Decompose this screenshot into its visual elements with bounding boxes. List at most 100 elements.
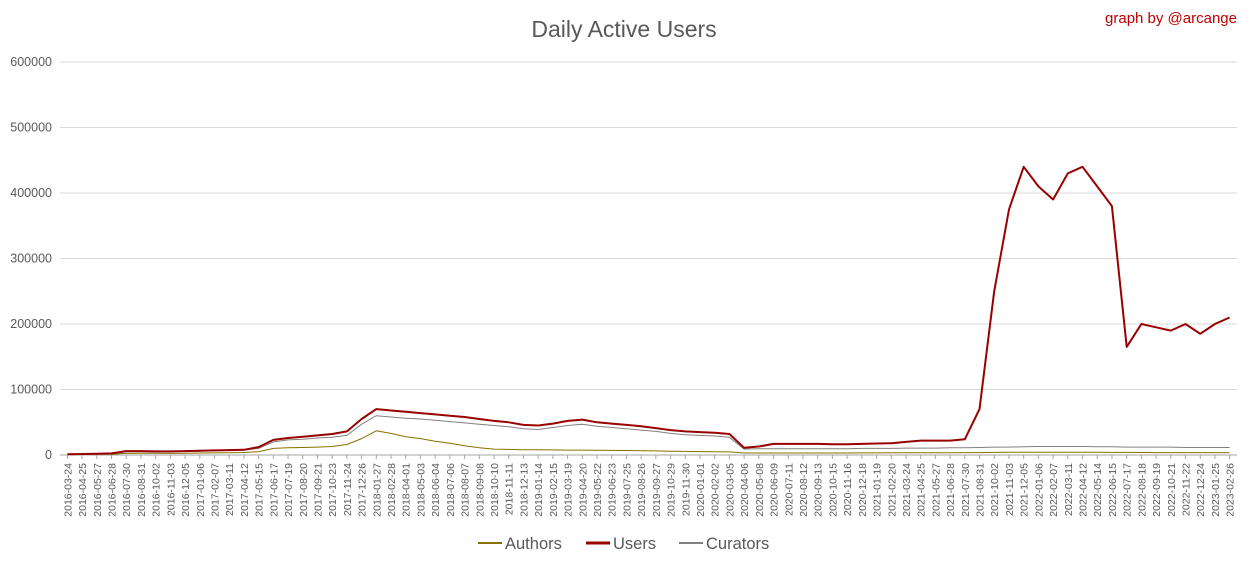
x-tick-label: 2017-08-20 <box>298 463 310 517</box>
gridlines <box>60 61 1237 390</box>
series-lines <box>67 165 1231 456</box>
x-tick-label: 2022-09-19 <box>1151 463 1163 517</box>
x-tick-label: 2017-03-11 <box>224 463 236 516</box>
x-tick-label: 2018-07-06 <box>445 463 457 517</box>
x-tick-label: 2017-02-07 <box>209 463 221 517</box>
x-tick-label: 2022-05-14 <box>1092 463 1104 517</box>
x-axis: 2016-03-24 2016-04-25 2016-05-27 2016-06-28… <box>60 454 1237 517</box>
x-tick-label: 2021-01-19 <box>872 463 884 517</box>
x-tick-label: 2022-11-22 <box>1181 463 1193 516</box>
y-tick-label: 0 <box>45 448 52 462</box>
x-tick-label: 2020-05-08 <box>754 463 766 517</box>
x-tick-label: 2016-10-02 <box>151 463 163 517</box>
x-tick-label: 2020-03-05 <box>724 463 736 517</box>
x-tick-label: 2016-08-31 <box>136 463 148 517</box>
y-axis: 0 100000 200000 300000 400000 500000 600000 <box>10 55 52 462</box>
x-tick-label: 2017-10-23 <box>327 463 339 517</box>
graph-credit: graph by @arcange <box>1105 10 1237 27</box>
x-tick-label: 2021-07-30 <box>960 463 972 517</box>
x-tick-label: 2022-02-07 <box>1048 463 1060 517</box>
series-line-curators <box>67 415 1230 455</box>
x-tick-label: 2017-06-17 <box>268 463 280 517</box>
x-tick-label: 2017-01-06 <box>195 463 207 517</box>
x-tick-label: 2022-10-21 <box>1166 463 1178 517</box>
y-tick-label: 100000 <box>10 383 52 397</box>
y-tick-label: 400000 <box>10 186 52 200</box>
x-tick-label: 2019-05-22 <box>592 463 604 517</box>
x-tick-label: 2016-06-28 <box>106 463 118 517</box>
x-tick-label: 2019-10-29 <box>666 463 678 517</box>
x-tick-label: 2019-11-30 <box>680 463 692 516</box>
x-tick-label: 2022-08-18 <box>1136 463 1148 517</box>
x-tick-label: 2020-12-18 <box>857 463 869 517</box>
x-tick-label: 2018-04-01 <box>401 463 413 517</box>
x-tick-label: 2018-12-13 <box>518 463 530 517</box>
x-tick-label: 2022-12-24 <box>1195 463 1207 517</box>
x-tick-label: 2021-03-24 <box>901 463 913 517</box>
chart-title: Daily Active Users <box>531 16 716 42</box>
x-tick-label: 2017-12-26 <box>357 463 369 517</box>
x-tick-label: 2018-08-07 <box>460 463 472 517</box>
x-tick-label: 2019-03-19 <box>563 463 575 517</box>
x-tick-label: 2016-12-05 <box>180 463 192 517</box>
series-line-users <box>67 165 1231 456</box>
x-tick-label: 2019-04-20 <box>577 463 589 517</box>
x-tick-label: 2019-08-26 <box>636 463 648 517</box>
series-line-authors <box>67 430 1230 456</box>
x-tick-label: 2021-12-05 <box>1019 463 1031 517</box>
legend-label-users: Users <box>613 535 656 553</box>
legend-label-authors: Authors <box>505 535 562 553</box>
x-tick-label: 2019-02-15 <box>548 463 560 517</box>
x-tick-label: 2020-10-15 <box>827 463 839 517</box>
x-tick-label: 2023-01-25 <box>1210 463 1222 517</box>
x-tick-label: 2019-06-23 <box>607 463 619 517</box>
y-tick-label: 600000 <box>10 55 52 69</box>
x-tick-label: 2016-05-27 <box>92 463 104 517</box>
y-tick-label: 200000 <box>10 317 52 331</box>
x-tick-label: 2017-09-21 <box>312 463 324 517</box>
x-tick-label: 2020-08-12 <box>798 463 810 517</box>
legend-label-curators: Curators <box>706 535 769 553</box>
x-tick-label: 2022-03-11 <box>1063 463 1075 516</box>
x-tick-label: 2022-06-15 <box>1107 463 1119 517</box>
x-tick-label: 2021-11-03 <box>1004 463 1016 516</box>
x-tick-label: 2017-04-12 <box>239 463 251 517</box>
x-tick-label: 2016-04-25 <box>77 463 89 517</box>
x-tick-label: 2018-02-28 <box>386 463 398 517</box>
x-tick-label: 2017-11-24 <box>342 463 354 516</box>
x-tick-label: 2017-05-15 <box>254 463 266 517</box>
x-tick-label: 2019-07-25 <box>621 463 633 517</box>
x-tick-label: 2022-07-17 <box>1122 463 1134 517</box>
x-tick-label: 2016-07-30 <box>121 463 133 517</box>
x-tick-label: 2018-09-08 <box>474 463 486 517</box>
x-tick-label: 2018-06-04 <box>430 463 442 517</box>
x-tick-label: 2016-03-24 <box>62 463 74 517</box>
legend: Authors Users Curators <box>478 535 769 553</box>
x-tick-label: 2022-01-06 <box>1033 463 1045 517</box>
x-tick-label: 2018-05-03 <box>415 463 427 517</box>
x-tick-label: 2016-11-03 <box>165 463 177 516</box>
x-tick-label: 2020-04-06 <box>739 463 751 517</box>
x-tick-label: 2019-01-14 <box>533 463 545 517</box>
x-tick-label: 2020-11-16 <box>842 463 854 516</box>
x-tick-label: 2020-01-01 <box>695 463 707 517</box>
x-tick-label: 2021-08-31 <box>975 463 987 517</box>
x-tick-label: 2018-10-10 <box>489 463 501 517</box>
x-tick-label: 2020-06-09 <box>769 463 781 517</box>
x-tick-label: 2018-11-11 <box>504 463 516 515</box>
x-tick-label: 2020-02-02 <box>710 463 722 517</box>
x-tick-label: 2021-10-02 <box>989 463 1001 517</box>
y-tick-label: 300000 <box>10 252 52 266</box>
x-tick-label: 2018-01-27 <box>371 463 383 517</box>
x-tick-label: 2017-07-19 <box>283 463 295 517</box>
x-tick-label: 2023-02-26 <box>1225 463 1237 517</box>
x-tick-label: 2022-04-12 <box>1078 463 1090 517</box>
x-tick-label: 2020-09-13 <box>813 463 825 517</box>
x-tick-label: 2020-07-11 <box>783 463 795 516</box>
x-tick-label: 2021-04-25 <box>916 463 928 517</box>
x-tick-label: 2021-06-28 <box>945 463 957 517</box>
x-tick-label: 2019-09-27 <box>651 463 663 517</box>
